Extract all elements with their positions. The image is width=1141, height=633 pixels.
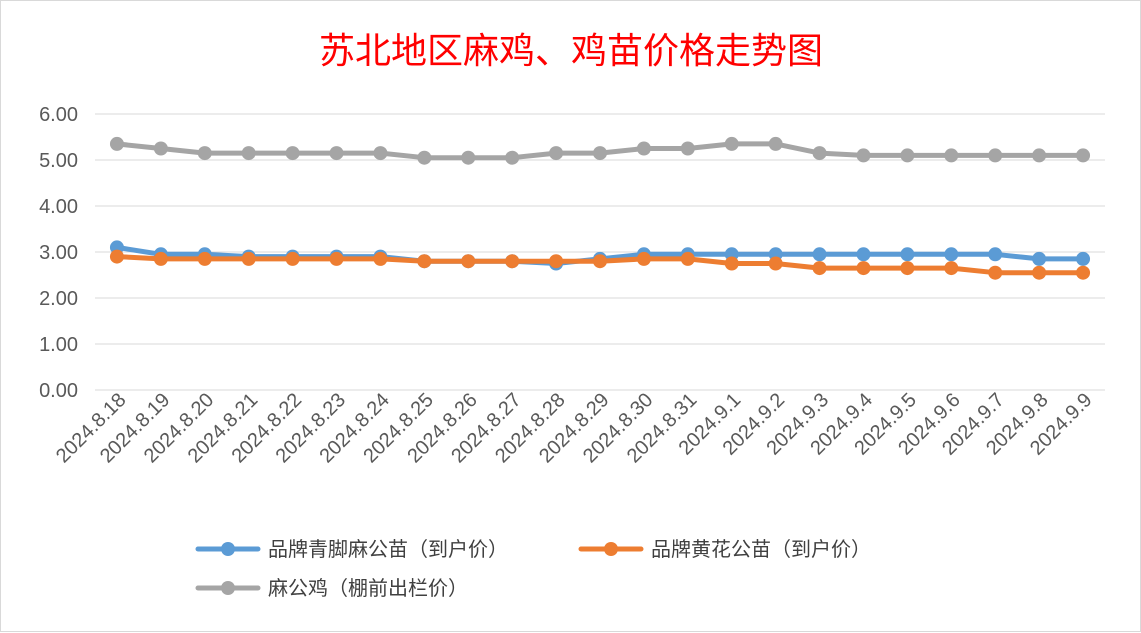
y-tick-label: 4.00 [39,196,78,218]
data-point [988,148,1003,163]
data-point [241,146,256,161]
data-point [461,254,476,269]
data-point [900,247,915,262]
data-point [944,247,959,262]
data-point [768,256,783,271]
legend-label: 麻公鸡（棚前出栏价） [268,576,468,600]
data-point [1032,148,1047,163]
legend-label: 品牌黄花公苗（到户价） [651,537,871,561]
data-point [812,247,827,262]
data-point [549,254,564,269]
series-2 [109,249,1091,280]
y-tick-label: 5.00 [39,150,78,172]
data-point [636,251,651,266]
data-point [1076,265,1091,280]
chart-title: 苏北地区麻鸡、鸡苗价格走势图 [319,31,823,72]
data-point [900,261,915,276]
data-point [1076,148,1091,163]
legend-swatch-marker [221,581,235,595]
series-lines [109,136,1091,280]
x-axis-ticks: 2024.8.182024.8.192024.8.202024.8.212024… [52,389,1097,467]
data-point [856,148,871,163]
data-point [373,146,388,161]
data-point [988,247,1003,262]
data-point [768,136,783,151]
data-point [153,251,168,266]
data-point [988,265,1003,280]
data-point [109,136,124,151]
data-point [856,247,871,262]
data-point [680,251,695,266]
data-point [724,136,739,151]
data-point [680,141,695,156]
data-point [636,141,651,156]
legend-label: 品牌青脚麻公苗（到户价） [268,537,508,561]
data-point [461,150,476,165]
data-point [197,251,212,266]
data-point [329,251,344,266]
data-point [1076,251,1091,266]
series-3 [109,136,1091,165]
data-point [812,146,827,161]
data-point [812,261,827,276]
data-point [1032,265,1047,280]
legend-item: 麻公鸡（棚前出栏价） [195,576,468,600]
y-tick-label: 6.00 [39,104,78,126]
y-tick-label: 2.00 [39,288,78,310]
data-point [505,150,520,165]
y-tick-label: 3.00 [39,242,78,264]
data-point [329,146,344,161]
data-point [153,141,168,156]
y-axis-ticks: 0.00 1.00 2.00 3.00 4.00 5.00 6.00 [39,104,78,402]
data-point [549,146,564,161]
data-point [944,261,959,276]
data-point [944,148,959,163]
data-point [241,251,256,266]
data-point [109,249,124,264]
data-point [505,254,520,269]
legend-item: 品牌黄花公苗（到户价） [578,537,871,561]
data-point [285,251,300,266]
y-tick-label: 1.00 [39,334,78,356]
data-point [593,146,607,161]
data-point [856,261,871,276]
data-point [197,146,212,161]
legend-swatch-marker [604,542,618,556]
data-point [593,254,607,269]
legend-swatch-marker [221,542,235,556]
data-point [417,254,432,269]
legend-item: 品牌青脚麻公苗（到户价） [195,537,508,561]
data-point [1032,251,1047,266]
data-point [724,256,739,271]
data-point [373,251,388,266]
data-point [417,150,432,165]
y-tick-label: 0.00 [39,380,78,402]
legend: 品牌青脚麻公苗（到户价） 品牌黄花公苗（到户价） 麻公鸡（棚前出栏价） [195,537,871,600]
data-point [285,146,300,161]
data-point [900,148,915,163]
